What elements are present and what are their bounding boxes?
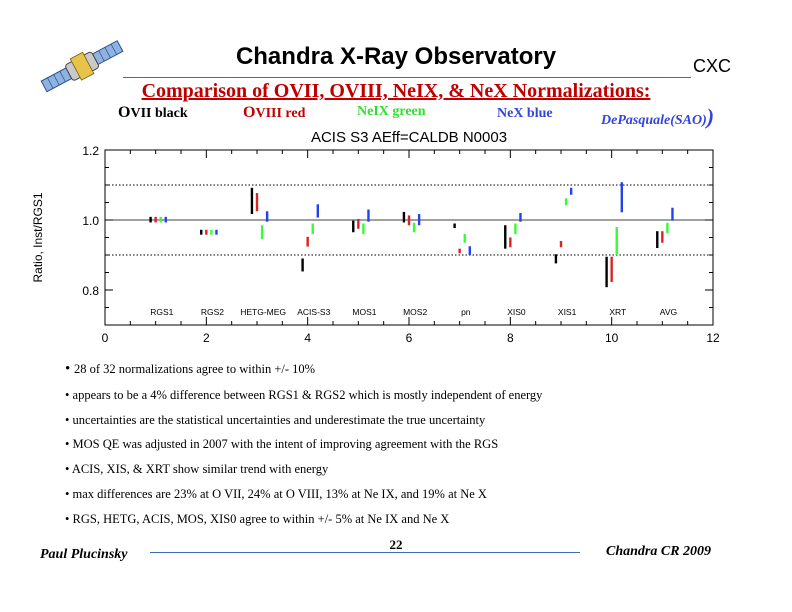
bullet-item: • uncertainties are the statistical unce… bbox=[65, 413, 485, 428]
bullet-dot: • bbox=[65, 413, 73, 427]
legend-ovii: OVII black bbox=[118, 104, 188, 122]
instrument-label: RGS2 bbox=[201, 307, 224, 317]
instrument-label: MOS2 bbox=[403, 307, 427, 317]
x-tick-label: 12 bbox=[706, 331, 720, 345]
bullet-dot: • bbox=[65, 462, 72, 476]
instrument-label: HETG-MEG bbox=[240, 307, 286, 317]
instrument-label: MOS1 bbox=[352, 307, 376, 317]
plot-frame bbox=[104, 149, 714, 326]
x-tick-label: 2 bbox=[203, 331, 210, 345]
y-tick-label: 0.8 bbox=[82, 284, 99, 298]
instrument-label: XRT bbox=[609, 307, 626, 317]
bullet-text: uncertainties are the statistical uncert… bbox=[72, 413, 486, 427]
legend-oviii-cap: O bbox=[243, 104, 256, 121]
bullet-dot: • bbox=[65, 361, 75, 377]
legend-nex: NeX blue bbox=[497, 106, 553, 121]
bullet-item: • ACIS, XIS, & XRT show similar trend wi… bbox=[65, 462, 328, 477]
instrument-label: XIS0 bbox=[507, 307, 526, 317]
chandra-satellite-logo bbox=[40, 40, 124, 93]
x-tick-label: 10 bbox=[605, 331, 619, 345]
bullet-text: MOS QE was adjusted in 2007 with the int… bbox=[72, 437, 499, 451]
x-tick-label: 4 bbox=[304, 331, 311, 345]
instrument-label: pn bbox=[461, 307, 471, 317]
footer-rule bbox=[150, 552, 580, 553]
bullet-dot: • bbox=[65, 437, 73, 451]
legend-oviii-text: VIII red bbox=[255, 106, 306, 121]
author-credit-paren: ) bbox=[706, 104, 715, 129]
bullet-dot: • bbox=[65, 487, 73, 501]
x-tick-label: 6 bbox=[406, 331, 413, 345]
author-credit: DePasquale(SAO)) bbox=[601, 104, 714, 130]
instrument-label: RGS1 bbox=[150, 307, 173, 317]
bullet-text: ACIS, XIS, & XRT show similar trend with… bbox=[71, 462, 329, 476]
y-tick-label: 1.0 bbox=[82, 214, 99, 228]
bullet-item: • MOS QE was adjusted in 2007 with the i… bbox=[65, 437, 498, 452]
legend-ovii-cap: O bbox=[118, 104, 131, 121]
bullet-item: • 28 of 32 normalizations agree to withi… bbox=[65, 361, 315, 378]
bullet-item: • max differences are 23% at O VII, 24% … bbox=[65, 487, 487, 502]
bullet-text: max differences are 23% at O VII, 24% at… bbox=[72, 487, 487, 501]
footer-author: Paul Plucinsky bbox=[40, 547, 128, 562]
instrument-label: ACIS-S3 bbox=[297, 307, 330, 317]
bullet-dot: • bbox=[65, 512, 73, 526]
bullet-dot: • bbox=[65, 388, 73, 402]
main-title: Chandra X-Ray Observatory bbox=[235, 43, 557, 70]
legend-oviii: OVIII red bbox=[243, 104, 305, 122]
bullet-item: • RGS, HETG, ACIS, MOS, XIS0 agree to wi… bbox=[65, 512, 449, 527]
instrument-label: AVG bbox=[660, 307, 677, 317]
legend-ovii-text: VII black bbox=[130, 106, 188, 121]
bullet-text: 28 of 32 normalizations agree to within … bbox=[74, 362, 316, 376]
bullet-item: • appears to be a 4% difference between … bbox=[65, 388, 542, 403]
footer-conference: Chandra CR 2009 bbox=[606, 544, 712, 559]
bullet-text: appears to be a 4% difference between RG… bbox=[72, 388, 543, 402]
y-axis-label: Ratio, Inst/RGS1 bbox=[31, 192, 45, 282]
x-tick-label: 8 bbox=[507, 331, 514, 345]
slide-subtitle: Comparison of OVII, OVIII, NeIX, & NeX N… bbox=[141, 80, 651, 102]
y-tick-label: 1.2 bbox=[82, 144, 99, 158]
instrument-label: XIS1 bbox=[558, 307, 577, 317]
org-label: CXC bbox=[693, 56, 732, 76]
x-tick-label: 0 bbox=[102, 331, 109, 345]
author-credit-text: DePasquale(SAO) bbox=[601, 113, 707, 128]
legend-neix: NeIX green bbox=[357, 104, 426, 119]
bullet-text: RGS, HETG, ACIS, MOS, XIS0 agree to with… bbox=[72, 512, 450, 526]
chart-title: ACIS S3 AEff=CALDB N0003 bbox=[311, 129, 507, 146]
page-number: 22 bbox=[389, 537, 403, 552]
title-rule bbox=[123, 77, 691, 78]
